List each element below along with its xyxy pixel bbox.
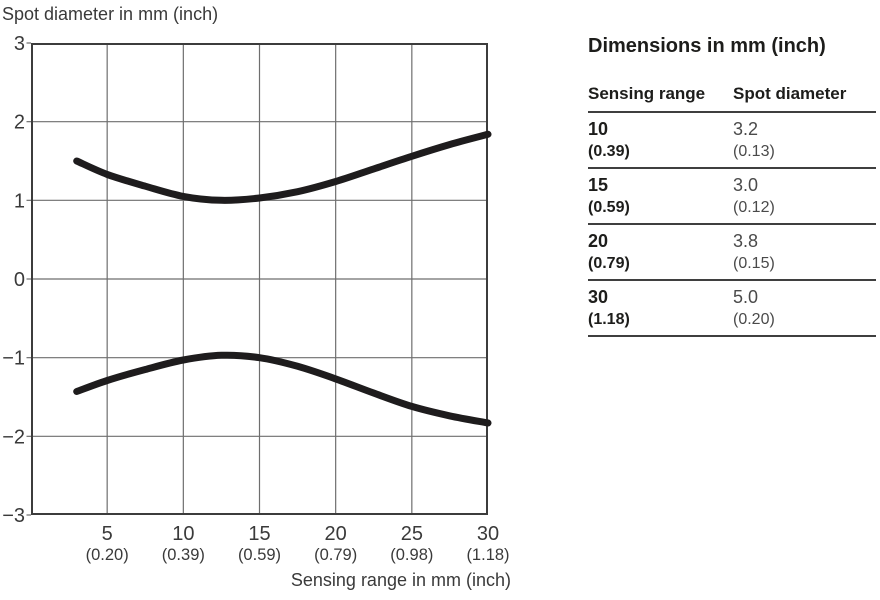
cell-spot-diameter-mm: 3.2 xyxy=(733,119,759,139)
x-axis-label: Sensing range in mm (inch) xyxy=(291,570,511,590)
cell-spot-diameter-inch: (0.12) xyxy=(733,199,775,216)
plot-border xyxy=(31,43,488,515)
y-tick-label: 3 xyxy=(14,33,25,55)
x-tick-label-mm: 10 xyxy=(172,523,194,545)
column-header-spot-diameter: Spot diameter xyxy=(733,84,847,103)
cell-spot-diameter-inch: (0.13) xyxy=(733,143,775,160)
grid-layer xyxy=(26,42,488,516)
cell-spot-diameter-mm: 5.0 xyxy=(733,287,759,307)
y-tick-label: 2 xyxy=(14,112,25,134)
x-tick-label-mm: 15 xyxy=(248,523,270,545)
spot-diameter-chart: 3210−1−2−35(0.20)10(0.39)15(0.59)20(0.79… xyxy=(2,33,511,590)
dimensions-table: Dimensions in mm (inch) Sensing range Sp… xyxy=(588,34,876,337)
y-tick-label: −3 xyxy=(2,505,25,527)
lower-curve xyxy=(73,351,492,427)
cell-spot-diameter-mm: 3.0 xyxy=(733,175,759,195)
x-tick-label-mm: 30 xyxy=(477,523,499,545)
cell-sensing-range-inch: (0.39) xyxy=(588,143,630,160)
table-row: 10 (0.39) 3.2 (0.13) xyxy=(588,111,876,167)
cell-sensing-range-mm: 10 xyxy=(588,119,609,139)
cell-sensing-range-inch: (0.79) xyxy=(588,255,630,272)
y-tick-label: 0 xyxy=(14,269,25,291)
cell-spot-diameter-inch: (0.15) xyxy=(733,255,775,272)
table-row: 30 (1.18) 5.0 (0.20) xyxy=(588,279,876,335)
x-tick-label-mm: 5 xyxy=(102,523,113,545)
cell-spot-diameter-inch: (0.20) xyxy=(733,311,775,328)
cell-sensing-range-mm: 30 xyxy=(588,287,609,307)
cell-spot-diameter-mm: 3.8 xyxy=(733,231,759,251)
cell-sensing-range-mm: 15 xyxy=(588,175,609,195)
table-heading: Dimensions in mm (inch) xyxy=(588,35,826,57)
label-layer: 3210−1−2−35(0.20)10(0.39)15(0.59)20(0.79… xyxy=(2,33,509,564)
curve-layer xyxy=(73,130,492,427)
chart-title: Spot diameter in mm (inch) xyxy=(2,4,219,24)
table-column-headers: Sensing range Spot diameter xyxy=(588,83,876,105)
x-tick-label-inch: (0.79) xyxy=(314,546,357,564)
x-tick-label-inch: (0.98) xyxy=(390,546,433,564)
column-header-sensing-range: Sensing range xyxy=(588,84,706,103)
x-tick-label-inch: (0.20) xyxy=(86,546,129,564)
upper-curve xyxy=(73,130,492,204)
cell-sensing-range-inch: (1.18) xyxy=(588,311,630,328)
y-tick-label: −1 xyxy=(2,348,25,370)
cell-sensing-range-mm: 20 xyxy=(588,231,609,251)
x-tick-label-mm: 20 xyxy=(325,523,347,545)
x-tick-label-inch: (0.59) xyxy=(238,546,281,564)
table-row: 15 (0.59) 3.0 (0.12) xyxy=(588,167,876,223)
x-tick-label-inch: (1.18) xyxy=(466,546,509,564)
x-tick-label-mm: 25 xyxy=(401,523,423,545)
cell-sensing-range-inch: (0.59) xyxy=(588,199,630,216)
table-row: 20 (0.79) 3.8 (0.15) xyxy=(588,223,876,279)
x-tick-label-inch: (0.39) xyxy=(162,546,205,564)
y-tick-label: −2 xyxy=(2,426,25,448)
table-body: 10 (0.39) 3.2 (0.13) 15 (0.59) 3.0 (0.12… xyxy=(588,111,876,337)
y-tick-label: 1 xyxy=(14,190,25,212)
